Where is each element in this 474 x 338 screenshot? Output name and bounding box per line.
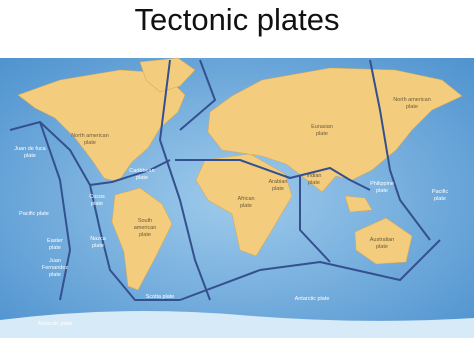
label: plate — [139, 232, 151, 238]
label: plate — [136, 175, 148, 181]
plate-boundaries — [9, 59, 441, 301]
label: Indian — [307, 173, 322, 179]
label: plate — [91, 201, 103, 207]
label: plate — [272, 186, 284, 192]
label: plate — [49, 245, 61, 251]
label: plate — [376, 244, 388, 250]
label: Philippine — [370, 181, 394, 187]
label: Antarctic plate — [295, 296, 330, 302]
label: plate — [92, 243, 104, 249]
plate-labels: North american plate Juan de fuca plate … — [14, 97, 448, 327]
label: Australian — [370, 237, 394, 243]
label: Nazca — [90, 236, 107, 242]
label: plate — [49, 272, 61, 278]
label: Pacific plate — [19, 211, 49, 217]
label: Eurasian — [311, 124, 333, 130]
label: Juan — [49, 258, 61, 264]
label: american — [134, 225, 157, 231]
label: African — [237, 196, 254, 202]
label: Easter — [47, 238, 63, 244]
label: plate — [308, 180, 320, 186]
label: plate — [316, 131, 328, 137]
label: North american — [71, 133, 109, 139]
label: Fernandez — [42, 265, 69, 271]
label: Arabian — [269, 179, 288, 185]
label: plate — [240, 203, 252, 209]
label: North american — [393, 97, 431, 103]
label: plate — [406, 104, 418, 110]
label: Scotia plate — [146, 294, 175, 300]
antarctica — [0, 311, 474, 338]
label: Antarctic plate — [38, 321, 73, 327]
title: Tectonic plates — [134, 2, 339, 37]
label: Cocos — [89, 194, 105, 200]
label: Juan de fuca — [14, 146, 46, 152]
label: Caribbean — [129, 168, 154, 174]
label: plate — [84, 140, 96, 146]
label: Pacific — [432, 189, 448, 195]
continents — [17, 57, 463, 291]
label: plate — [24, 153, 36, 159]
label: plate — [434, 196, 446, 202]
label: South — [138, 218, 152, 224]
label: plate — [376, 188, 388, 194]
